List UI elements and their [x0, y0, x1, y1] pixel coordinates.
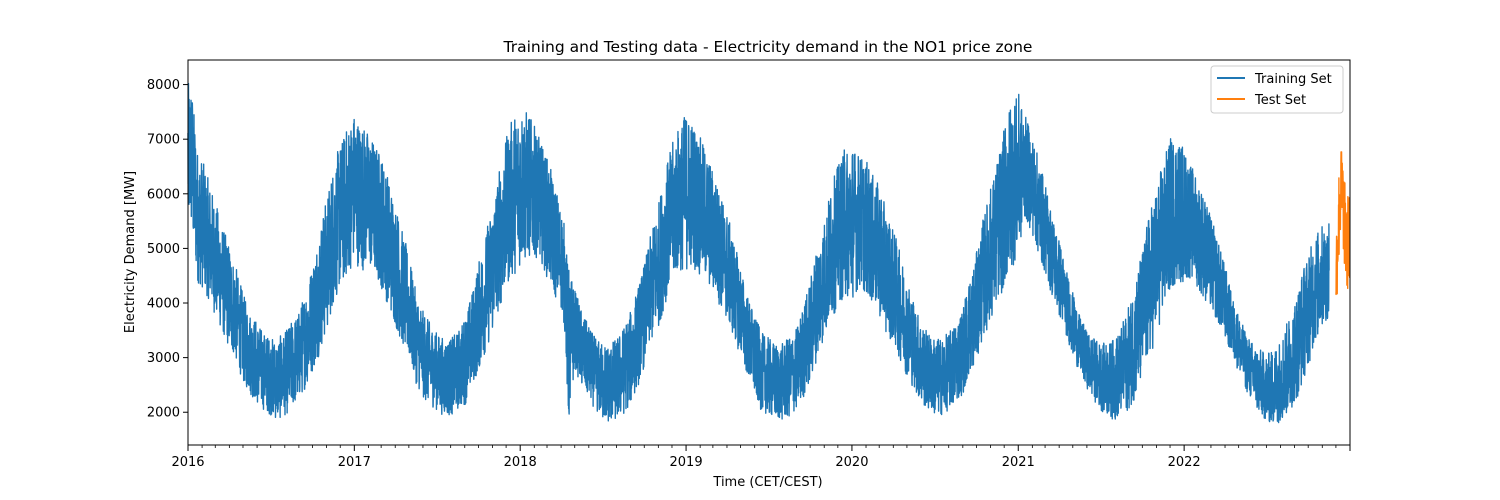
y-tick-label: 6000	[147, 187, 180, 202]
y-tick-label: 5000	[147, 242, 180, 257]
y-tick-label: 3000	[147, 351, 180, 366]
x-tick-label: 2018	[504, 455, 537, 470]
series-line-training	[187, 82, 1330, 424]
x-tick-label: 2021	[1002, 455, 1035, 470]
x-axis-title: Time (CET/CEST)	[712, 475, 822, 490]
y-tick-label: 7000	[147, 133, 180, 148]
x-axis: 2016 2017 2018 2019 2020 2021 2022	[171, 445, 1351, 470]
series-layer	[187, 82, 1351, 424]
x-tick-label: 2022	[1168, 455, 1201, 470]
legend-label-training: Training Set	[1254, 72, 1332, 87]
y-tick-label: 8000	[147, 78, 180, 93]
chart-title: Training and Testing data - Electricity …	[503, 38, 1033, 56]
y-tick-label: 2000	[147, 406, 180, 421]
y-axis-title: Electricity Demand [MW]	[123, 171, 138, 333]
y-tick-label: 4000	[147, 297, 180, 312]
x-tick-label: 2017	[338, 455, 371, 470]
plot-frame	[187, 59, 1351, 446]
x-tick-label: 2019	[670, 455, 703, 470]
x-tick-label: 2016	[171, 455, 204, 470]
legend-label-test: Test Set	[1254, 93, 1306, 108]
legend: Training Set Test Set	[1210, 65, 1344, 114]
y-axis: 2000 3000 4000 5000 6000 7000 8000	[147, 78, 188, 421]
series-line-test	[1335, 151, 1351, 296]
x-tick-label: 2020	[835, 455, 868, 470]
